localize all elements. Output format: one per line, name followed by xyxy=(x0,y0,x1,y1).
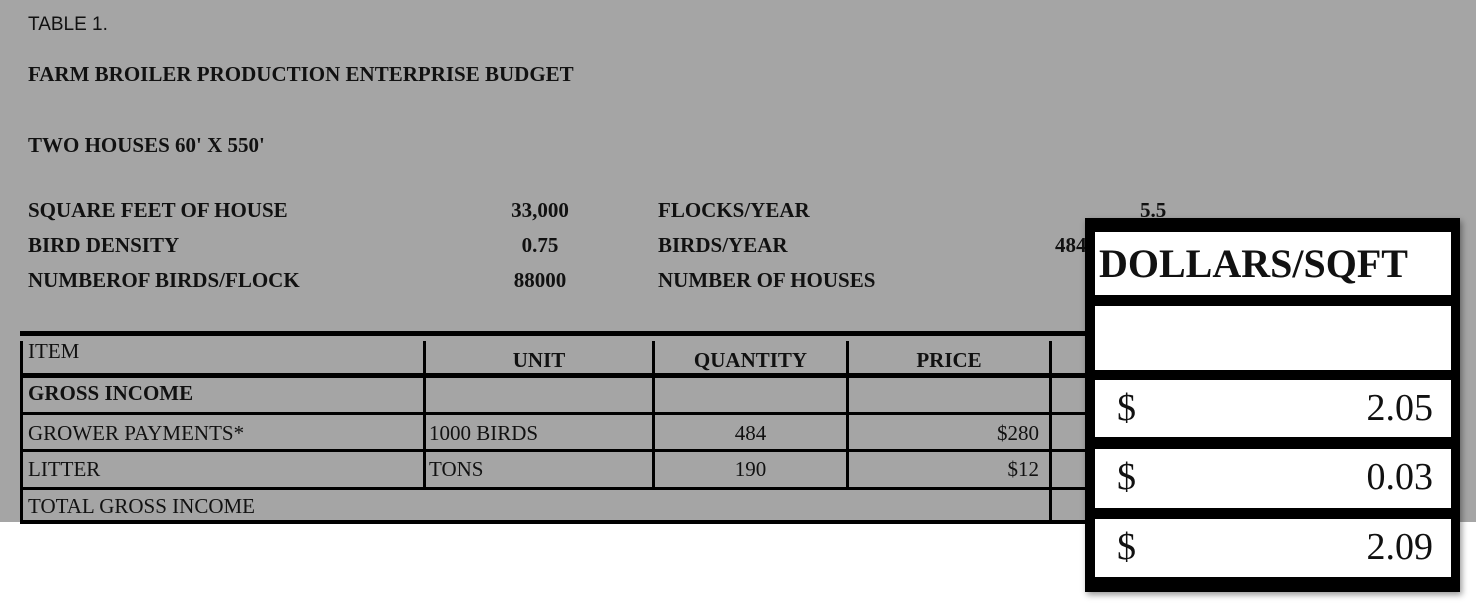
divider xyxy=(652,341,655,487)
divider xyxy=(20,449,1090,452)
divider xyxy=(20,487,1090,490)
row-price: $12 xyxy=(1007,457,1040,481)
header-unit: UNIT xyxy=(512,348,566,372)
param-label: NUMBEROF BIRDS/FLOCK xyxy=(28,268,300,292)
callout-row: $ 2.05 xyxy=(1095,380,1451,437)
row-unit: 1000 BIRDS xyxy=(429,421,539,445)
header-price: PRICE xyxy=(916,348,982,372)
callout-header-cell: DOLLARS/SQFT xyxy=(1095,232,1451,295)
callout-value: 2.05 xyxy=(1366,387,1434,429)
param-label: FLOCKS/YEAR xyxy=(658,198,810,222)
divider xyxy=(1049,341,1052,523)
param-label: SQUARE FEET OF HOUSE xyxy=(28,198,288,222)
callout-value: 2.09 xyxy=(1366,526,1434,568)
callout-empty-cell xyxy=(1095,306,1451,370)
param-label: BIRDS/YEAR xyxy=(658,233,788,257)
row-quantity: 484 xyxy=(734,421,767,445)
row-item: GROWER PAYMENTS* xyxy=(28,421,245,445)
divider xyxy=(846,341,849,487)
divider xyxy=(20,412,1090,415)
table-label: TABLE 1. xyxy=(28,14,108,35)
row-item: TOTAL GROSS INCOME xyxy=(28,494,256,518)
divider xyxy=(20,373,1090,378)
divider xyxy=(20,341,23,523)
callout-value: 0.03 xyxy=(1366,456,1434,498)
row-item: GROSS INCOME xyxy=(28,381,194,405)
row-item: LITTER xyxy=(28,457,101,481)
row-price: $280 xyxy=(997,421,1039,445)
dollars-per-sqft-callout: DOLLARS/SQFT $ 2.05 $ 0.03 $ 2.09 xyxy=(1085,218,1460,592)
param-value: 88000 xyxy=(513,268,567,292)
divider xyxy=(20,520,1090,524)
currency-symbol: $ xyxy=(1117,387,1136,429)
header-item: ITEM xyxy=(28,339,80,363)
param-value: 33,000 xyxy=(511,198,569,222)
currency-symbol: $ xyxy=(1117,526,1136,568)
currency-symbol: $ xyxy=(1117,456,1136,498)
document-title: FARM BROILER PRODUCTION ENTERPRISE BUDGE… xyxy=(28,62,574,86)
divider xyxy=(423,341,426,487)
row-unit: TONS xyxy=(429,457,484,481)
param-label: BIRD DENSITY xyxy=(28,233,180,257)
budget-table: ITEM UNIT QUANTITY PRICE GROSS INCOME GR… xyxy=(20,331,1090,527)
document-subtitle: TWO HOUSES 60' X 550' xyxy=(28,133,265,157)
callout-row: $ 2.09 xyxy=(1095,519,1451,577)
callout-header: DOLLARS/SQFT xyxy=(1099,241,1408,286)
callout-row: $ 0.03 xyxy=(1095,449,1451,508)
header-quantity: QUANTITY xyxy=(693,348,808,372)
row-quantity: 190 xyxy=(734,457,767,481)
param-value: 0.75 xyxy=(521,233,559,257)
param-value: 484 xyxy=(1055,233,1087,257)
param-label: NUMBER OF HOUSES xyxy=(658,268,876,292)
